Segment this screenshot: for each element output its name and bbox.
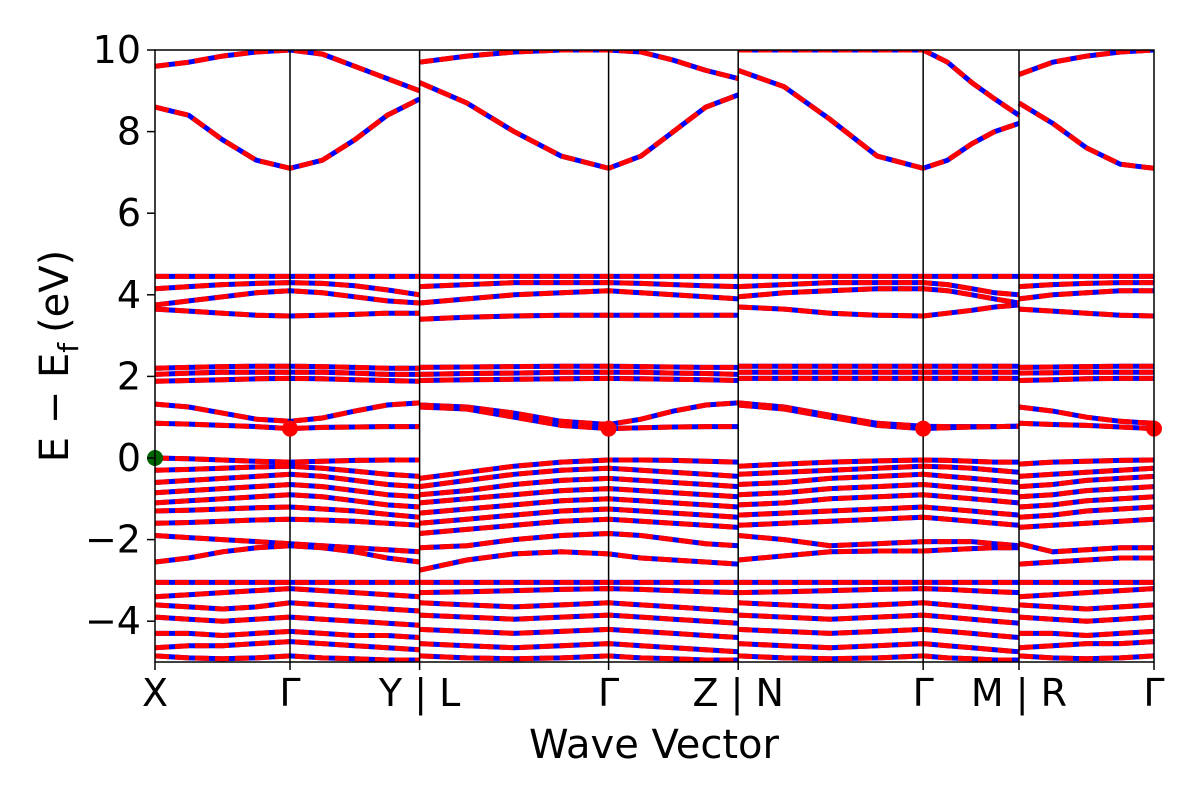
x-axis-ticks: X Γ Y | L Γ Z | N Γ M | R Γ (142, 662, 1165, 716)
band-7-segment-3 (1018, 369, 1154, 376)
band-3-segment-3 (1018, 280, 1154, 290)
band-23-segment-0 (155, 614, 420, 628)
x-tick-label-7: Γ (1143, 671, 1164, 715)
band-3-segment-0 (155, 280, 420, 298)
y-tick-label-0: −4 (85, 599, 141, 643)
band-6-segment-3 (1018, 363, 1154, 370)
band-26-segment-3 (1018, 653, 1154, 662)
band-5-segment-0 (155, 306, 420, 319)
band-1-segment-0 (155, 50, 421, 94)
band-13-segment-3 (1018, 473, 1154, 490)
cbm-marker-3 (915, 420, 932, 437)
band-19-segment-1 (419, 549, 739, 573)
band-18-segment-3 (1018, 541, 1154, 555)
band-9-segment-3 (1018, 404, 1154, 426)
y-axis-label-subscript: f (52, 342, 85, 353)
x-tick-label-2: Y | L (378, 671, 460, 716)
band-1-segment-2-overlay (738, 50, 1021, 118)
band-25-segment-0 (155, 639, 420, 653)
band-15-segment-0 (155, 492, 420, 510)
band-8-segment-0 (155, 375, 420, 384)
band-15-segment-3 (1018, 494, 1154, 510)
band-lines (155, 50, 1154, 662)
y-tick-label-5: 6 (117, 191, 141, 235)
y-tick-label-3: 2 (117, 354, 141, 398)
band-18-segment-0 (155, 533, 420, 555)
band-0-segment-0 (155, 96, 421, 171)
y-tick-label-7: 10 (93, 28, 141, 72)
band-1-segment-1 (419, 50, 739, 82)
band-12-segment-3 (1018, 465, 1154, 479)
band-14-segment-0 (155, 481, 420, 500)
band-19-segment-3 (1018, 555, 1154, 567)
band-5-segment-3 (1018, 306, 1154, 319)
band-0-segment-1 (418, 80, 740, 171)
band-17-segment-3 (1018, 516, 1154, 530)
x-tick-label-0: X (142, 671, 168, 715)
y-axis-label: E − Ef (eV) (32, 250, 85, 463)
band-11-segment-3 (1018, 457, 1154, 467)
band-4-segment-0 (155, 288, 420, 308)
y-tick-label-6: 8 (117, 110, 141, 154)
band-13-segment-0 (155, 471, 420, 490)
y-axis-label-main: E − E (32, 353, 78, 463)
band-10-segment-0 (155, 420, 420, 432)
band-6-segment-0 (155, 363, 420, 371)
band-17-segment-0 (155, 516, 420, 528)
y-tick-label-2: 0 (117, 436, 141, 480)
band-16-segment-0 (155, 504, 420, 520)
band-8-segment-3 (1018, 375, 1154, 383)
band-25-segment-3 (1018, 639, 1154, 651)
band-19-segment-0 (155, 543, 420, 565)
band-12-segment-0 (155, 463, 420, 479)
x-tick-label-6: M | R (971, 671, 1067, 716)
band-14-segment-3 (1018, 484, 1154, 500)
k-point-lines (289, 50, 1020, 662)
band-1-segment-0-overlay (155, 50, 421, 94)
band-7-segment-0 (155, 369, 420, 377)
y-axis-label-unit: (eV) (32, 250, 78, 333)
x-tick-label-1: Γ (279, 671, 300, 715)
x-tick-label-4: Z | N (692, 671, 783, 716)
band-16-segment-3 (1018, 504, 1154, 520)
band-21-segment-3 (1018, 586, 1154, 600)
x-tick-label-3: Γ (598, 671, 619, 715)
band-24-segment-3 (1019, 628, 1154, 639)
band-4-segment-3 (1018, 288, 1154, 302)
x-axis-label: Wave Vector (529, 722, 780, 768)
y-axis-ticks: −4 −2 0 2 4 6 8 10 (85, 28, 155, 643)
band-10-segment-3 (1018, 420, 1154, 432)
band-10-segment-2 (737, 402, 1020, 432)
band-0-segment-3 (1017, 100, 1154, 171)
y-tick-label-4: 4 (117, 273, 141, 317)
y-tick-label-1: −2 (85, 518, 141, 562)
cbm-marker-2 (600, 420, 617, 437)
band-0-segment-1-overlay (418, 80, 740, 171)
band-26-segment-0 (155, 653, 420, 662)
plot-frame (154, 49, 1155, 663)
band-21-segment-0 (155, 586, 420, 600)
band-22-segment-3 (1018, 602, 1154, 612)
cbm-marker-1 (282, 420, 298, 437)
band-1-segment-3 (1018, 50, 1154, 77)
band-24-segment-0 (155, 628, 420, 640)
band-1-segment-2 (738, 50, 1021, 118)
band-9-segment-0 (155, 400, 420, 424)
x-tick-label-5: Γ (913, 671, 934, 715)
band-0-segment-0-overlay (155, 96, 421, 171)
band-23-segment-3 (1018, 614, 1154, 624)
band-11-segment-0 (155, 455, 420, 465)
band-22-segment-0 (155, 600, 420, 614)
